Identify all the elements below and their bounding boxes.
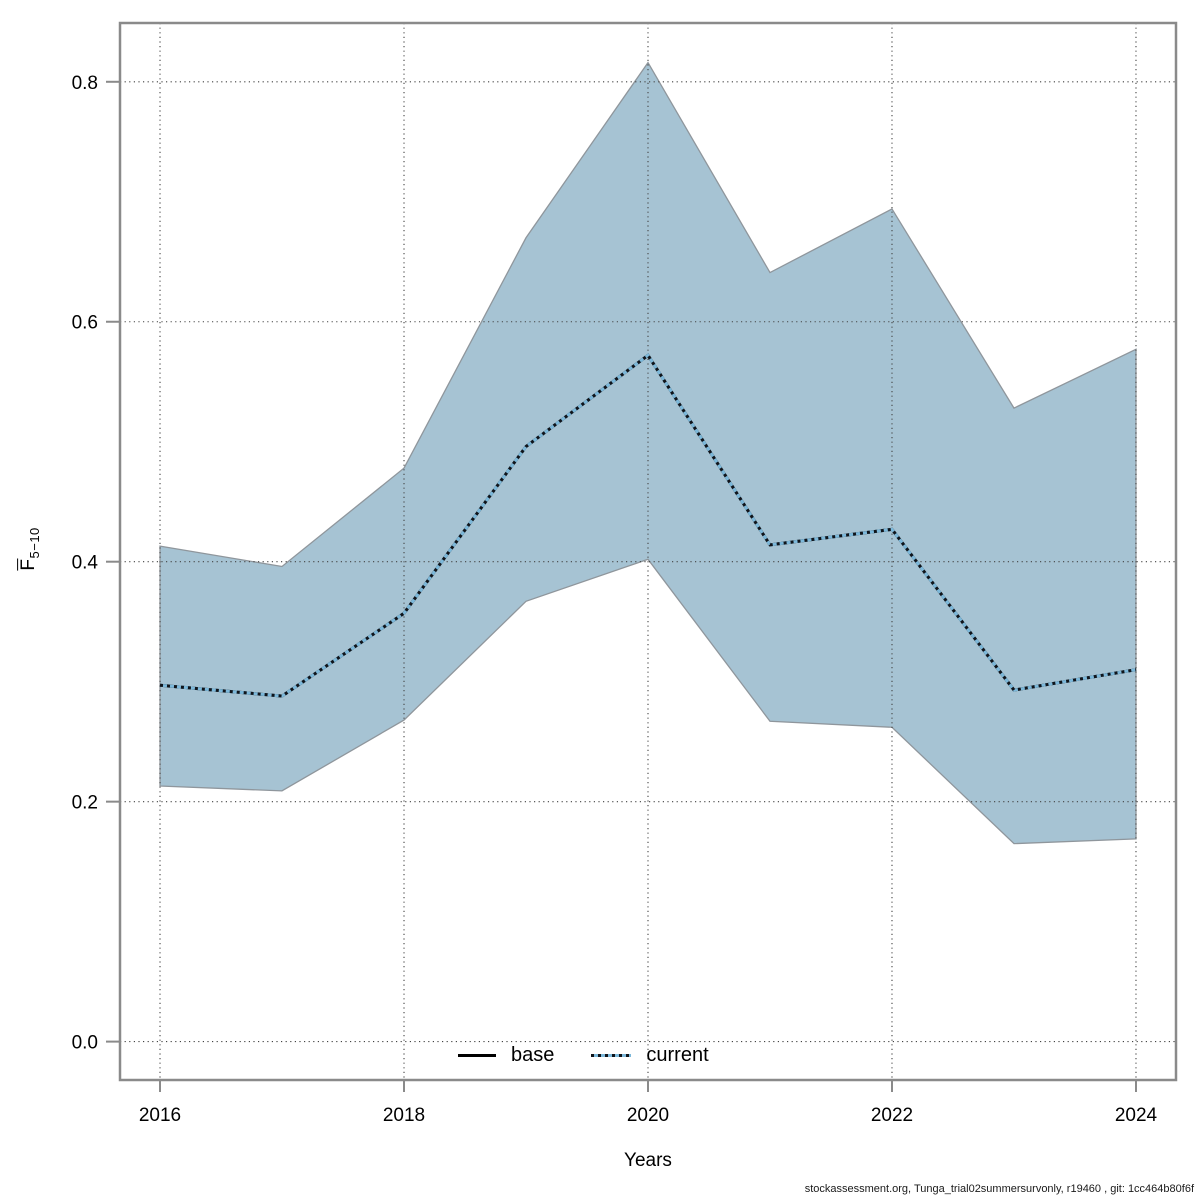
y-axis-label-subscript: 5−10 <box>26 527 42 559</box>
series-lines-layer <box>159 353 1137 698</box>
legend: base current <box>458 1044 709 1066</box>
x-tick-label: 2020 <box>627 1105 669 1126</box>
current-line-underlay <box>159 353 1137 698</box>
x-tick-label: 2018 <box>383 1105 425 1126</box>
x-tick-label: 2022 <box>871 1105 913 1126</box>
axes-ticks-layer: 2016 2018 2020 2022 2024 0.0 0.2 0.4 0.6 0.8 <box>72 73 1158 1126</box>
plot-frame-layer <box>118 21 1178 1082</box>
footer-attribution: stockassessment.org, Tunga_trial02summer… <box>804 1183 1194 1195</box>
x-axis-label: Years <box>624 1150 672 1171</box>
plot-frame <box>118 21 1178 1082</box>
y-tick-label: 0.0 <box>72 1033 98 1054</box>
y-tick-label: 0.8 <box>72 73 98 94</box>
y-tick-label: 0.6 <box>72 313 98 334</box>
gridlines-layer <box>120 23 1176 1080</box>
y-axis-label-symbol: F <box>18 558 40 571</box>
y-tick-label: 0.2 <box>72 793 98 814</box>
legend-label-base: base <box>511 1043 555 1066</box>
legend-item-base: base <box>458 1044 554 1067</box>
y-tick-label: 0.4 <box>72 553 99 574</box>
x-tick-label: 2024 <box>1115 1105 1158 1126</box>
y-axis-label: F5−10 <box>18 499 42 599</box>
current-line-swatch <box>591 1053 632 1057</box>
x-tick-label: 2016 <box>139 1105 181 1126</box>
legend-label-current: current <box>646 1043 709 1066</box>
base-line-swatch <box>458 1053 496 1057</box>
legend-item-current: current <box>591 1043 709 1067</box>
